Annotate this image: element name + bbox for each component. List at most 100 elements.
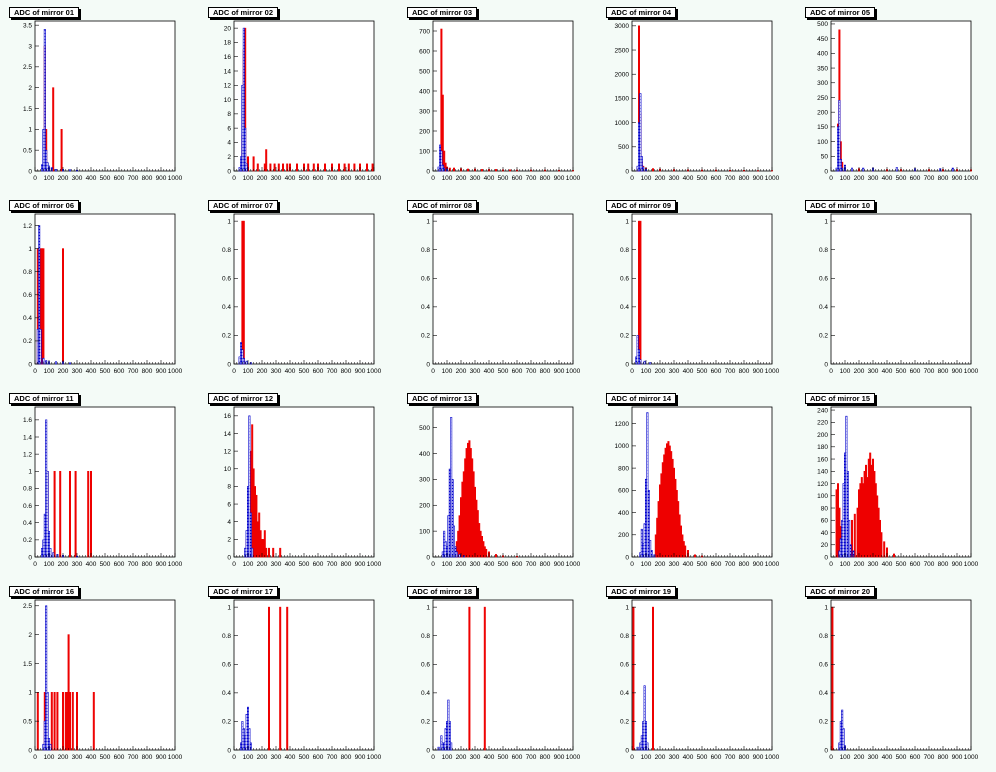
histogram-bin-red: [256, 163, 259, 172]
histogram-bin-red: [53, 470, 56, 558]
y-tick-label: 1200: [615, 421, 630, 428]
y-tick-label: 0.4: [819, 304, 828, 311]
y-tick-label: 2: [227, 154, 231, 161]
y-tick-label: 240: [817, 407, 828, 414]
y-tick-label: 200: [419, 128, 430, 135]
histogram-pad: ADC of mirror 06 0 100 200 300 400 500 600 700 80…: [5, 198, 195, 383]
y-tick-label: 0.2: [421, 333, 430, 340]
x-tick-label: 200: [854, 175, 865, 182]
y-tick-label: 1.5: [23, 661, 32, 668]
y-tick-label: 300: [419, 108, 430, 115]
x-tick-label: 900: [554, 175, 565, 182]
plot-frame: [432, 406, 574, 558]
histogram-bin-blue: [242, 357, 245, 365]
x-tick-label: 600: [910, 368, 921, 375]
x-tick-label: 100: [243, 561, 254, 568]
x-tick-label: 900: [156, 175, 167, 182]
x-tick-label: 0: [630, 368, 634, 375]
y-tick-label: 0: [426, 168, 430, 175]
y-tick-label: 400: [419, 88, 430, 95]
x-tick-label: 200: [257, 368, 268, 375]
y-tick-label: 3.5: [23, 22, 32, 29]
y-tick-label: 16: [224, 54, 232, 61]
histogram-bin-red: [467, 168, 470, 172]
x-tick-label: 400: [683, 175, 694, 182]
histogram-bin-blue: [850, 167, 853, 172]
plot-frame: [631, 213, 773, 365]
plot-frame: [830, 599, 972, 751]
histogram-bin-red: [893, 553, 896, 558]
histogram-title: ADC of mirror 05: [805, 7, 876, 18]
x-tick-label: 400: [285, 368, 296, 375]
x-tick-label: 600: [313, 175, 324, 182]
y-tick-label: 0: [28, 168, 32, 175]
x-tick-label: 600: [910, 561, 921, 568]
histogram-pad: ADC of mirror 08 0 100 200 300 400 500 600 700 80…: [403, 198, 593, 383]
y-tick-label: 0: [625, 361, 629, 368]
histogram-bin-blue: [649, 540, 652, 558]
histogram-bin-red: [265, 547, 268, 558]
y-tick-label: 0.8: [819, 247, 828, 254]
x-tick-label: 800: [540, 175, 551, 182]
histogram-plot: 0 100 200 300 400 500 600 700 800 900 1000 0 2 4 6 8 10 1…: [224, 406, 382, 568]
histogram-title: ADC of mirror 13: [407, 393, 478, 404]
y-tick-label: 0: [28, 554, 32, 561]
histogram-bin-red: [71, 692, 74, 751]
histogram-pad: ADC of mirror 20 0 100 200 300 400 500 600 700 80…: [801, 584, 991, 769]
x-tick-label: 0: [431, 754, 435, 761]
x-tick-label: 800: [739, 754, 750, 761]
y-tick-label: 0: [426, 747, 430, 754]
x-tick-label: 900: [156, 754, 167, 761]
x-tick-label: 300: [868, 175, 879, 182]
x-tick-label: 0: [829, 175, 833, 182]
x-tick-label: 400: [882, 175, 893, 182]
x-tick-label: 300: [72, 561, 83, 568]
y-tick-label: 0.8: [819, 633, 828, 640]
x-tick-label: 900: [753, 754, 764, 761]
y-tick-label: 0: [625, 168, 629, 175]
histogram-title: ADC of mirror 12: [208, 393, 279, 404]
histogram-bin-blue: [839, 158, 842, 172]
x-tick-label: 200: [456, 368, 467, 375]
x-tick-label: 700: [128, 561, 139, 568]
y-tick-label: 1500: [615, 96, 630, 103]
x-tick-label: 100: [44, 175, 55, 182]
histogram-bin-red: [366, 163, 369, 172]
histogram-bin-blue: [242, 27, 245, 172]
x-tick-label: 200: [655, 561, 666, 568]
x-tick-label: 1000: [168, 175, 183, 182]
x-tick-label: 500: [299, 175, 310, 182]
y-tick-label: 0.6: [421, 276, 430, 283]
histogram-plot: 0 100 200 300 400 500 600 700 800 900 1000 0 0.2 0.4 0…: [23, 213, 183, 375]
x-tick-label: 800: [938, 754, 949, 761]
y-tick-label: 14: [224, 431, 232, 438]
x-tick-label: 0: [33, 561, 37, 568]
y-tick-label: 0.4: [421, 690, 430, 697]
x-tick-label: 900: [355, 368, 366, 375]
y-tick-label: 0.2: [819, 333, 828, 340]
y-tick-label: 2.5: [23, 603, 32, 610]
histogram-bin-blue: [646, 412, 649, 558]
y-tick-label: 0: [227, 747, 231, 754]
x-tick-label: 700: [725, 175, 736, 182]
y-tick-label: 500: [817, 21, 828, 28]
histogram-plot: 0 100 200 300 400 500 600 700 800 900 1000 0 0.2 0.4 0…: [819, 599, 979, 761]
histogram-bin-red: [252, 156, 255, 172]
y-tick-label: 1: [227, 604, 231, 611]
x-tick-label: 0: [232, 175, 236, 182]
x-tick-label: 1000: [367, 561, 382, 568]
histogram-bin-blue: [69, 169, 72, 172]
histogram-bin-red: [279, 547, 282, 558]
histogram-pad: ADC of mirror 16 0 100 200 300 400 500 600 700 80…: [5, 584, 195, 769]
y-tick-label: 0.2: [222, 333, 231, 340]
histogram-bin-red: [69, 470, 72, 558]
histogram-title: ADC of mirror 04: [606, 7, 677, 18]
x-tick-label: 1000: [964, 561, 979, 568]
x-tick-label: 500: [299, 561, 310, 568]
x-tick-label: 1000: [566, 561, 581, 568]
histogram-pad: ADC of mirror 19 0 100 200 300 400 500 600 700 80…: [602, 584, 792, 769]
y-tick-label: 2: [227, 537, 231, 544]
y-tick-label: 0.5: [23, 718, 32, 725]
y-tick-label: 0.4: [620, 690, 629, 697]
